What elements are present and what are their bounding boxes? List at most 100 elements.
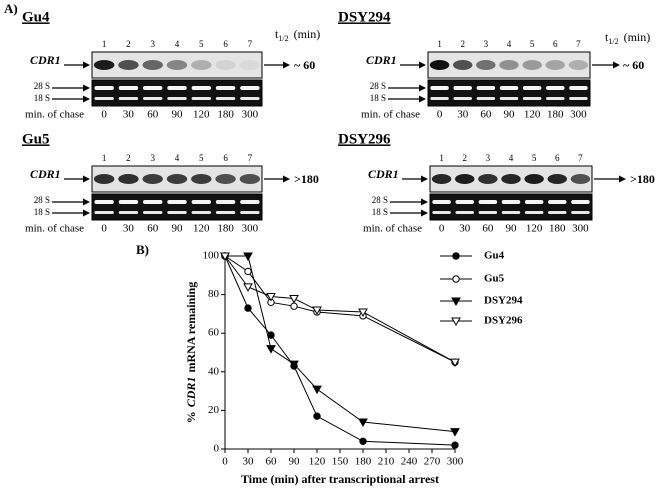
half-life: ~ 60 <box>294 58 315 72</box>
lane-number: 4 <box>175 39 180 49</box>
rrna-band <box>432 200 451 204</box>
marker <box>313 412 321 420</box>
arrow-head <box>283 61 290 69</box>
rrna-band <box>571 211 590 214</box>
chase-time: 0 <box>101 223 107 235</box>
lane-number: 5 <box>199 153 204 163</box>
rrna-band <box>167 86 187 90</box>
arrow-head <box>419 84 426 92</box>
chase-time: 300 <box>242 223 259 235</box>
arrow-head <box>613 61 620 69</box>
chase-time: 30 <box>459 223 471 235</box>
band <box>499 60 519 70</box>
unit: (min) <box>294 27 321 41</box>
chase-label: min. of chase <box>25 223 84 235</box>
chase-time: 180 <box>549 223 566 235</box>
arrow-head <box>421 209 428 217</box>
rrna-band <box>571 200 590 204</box>
chase-time: 120 <box>524 109 541 121</box>
arrow-head <box>419 95 426 103</box>
rrna-band <box>569 86 588 90</box>
blot-title: Gu4 <box>22 9 50 25</box>
rrna-label: 18 S <box>372 207 388 217</box>
lane-number: 6 <box>553 39 558 49</box>
rrna-band <box>524 200 544 204</box>
chase-time: 300 <box>242 109 259 121</box>
rrna-band <box>94 97 114 100</box>
series-line <box>224 255 456 446</box>
rrna-band <box>118 211 139 214</box>
chase-time: 180 <box>217 223 234 235</box>
band <box>191 60 212 70</box>
lane-number: 3 <box>484 39 489 49</box>
arrow-head <box>83 61 90 69</box>
lane-number: 3 <box>486 153 491 163</box>
x-tick-label: 60 <box>266 456 278 468</box>
lane-number: 7 <box>248 39 253 49</box>
band <box>545 60 566 70</box>
x-tick-label: 210 <box>378 456 395 468</box>
marker <box>244 304 252 312</box>
marker <box>312 306 322 316</box>
half-life-header: t1/2 (min) <box>275 27 320 43</box>
band <box>215 60 236 70</box>
rrna-band <box>522 97 542 100</box>
chase-time: 180 <box>217 109 234 121</box>
lane-number: 2 <box>126 153 131 163</box>
marker <box>290 302 298 310</box>
rrna-band <box>499 86 519 90</box>
arrow-head <box>83 198 90 206</box>
x-tick-label: 180 <box>355 456 372 468</box>
x-tick-label: 300 <box>447 456 464 468</box>
blot-title: DSY296 <box>338 131 391 147</box>
legend-label: DSY296 <box>484 315 523 327</box>
chase-time: 0 <box>437 109 443 121</box>
gene-label: CDR1 <box>368 167 399 181</box>
arrow-head <box>419 61 426 69</box>
band <box>118 174 139 184</box>
rrna-band <box>191 211 211 214</box>
y-label-part: CDR1 <box>184 377 198 408</box>
rrna-band <box>524 211 544 214</box>
chase-time: 60 <box>482 223 494 235</box>
chase-label: min. of chase <box>25 109 84 121</box>
chase-time: 120 <box>193 109 210 121</box>
unit: (min) <box>624 30 651 44</box>
marker <box>244 267 252 276</box>
rrna-band <box>546 97 565 100</box>
y-label-part: % <box>184 411 198 423</box>
band <box>118 60 139 70</box>
symbol: t <box>605 30 609 44</box>
chase-time: 120 <box>526 223 543 235</box>
rrna-label: 18 S <box>370 93 386 103</box>
marker <box>289 360 299 370</box>
marker <box>358 418 368 427</box>
rrna-band <box>167 211 187 214</box>
rrna-band <box>240 86 260 90</box>
band <box>239 174 261 184</box>
rrna-band <box>167 200 187 204</box>
rrna-band <box>215 86 236 90</box>
chase-label: min. of chase <box>361 109 420 121</box>
band <box>501 174 521 184</box>
lane-number: 6 <box>223 39 228 49</box>
rrna-band <box>240 97 260 100</box>
band <box>547 174 568 184</box>
rrna-band <box>240 200 260 204</box>
lane-number: 7 <box>576 39 581 49</box>
marker <box>312 385 322 395</box>
chase-time: 30 <box>123 109 135 121</box>
half-life: >180 <box>294 172 319 186</box>
lane-number: 1 <box>102 153 107 163</box>
rrna-gel <box>91 193 263 221</box>
band <box>166 60 188 70</box>
rrna-band <box>215 211 236 214</box>
rrna-band <box>569 97 588 100</box>
half-life: >180 <box>630 172 655 186</box>
rrna-label: 18 S <box>34 207 50 217</box>
rrna-band <box>94 86 114 90</box>
rrna-label: 18 S <box>34 93 50 103</box>
chase-time: 60 <box>480 109 492 121</box>
half-life: ~ 60 <box>623 58 644 72</box>
